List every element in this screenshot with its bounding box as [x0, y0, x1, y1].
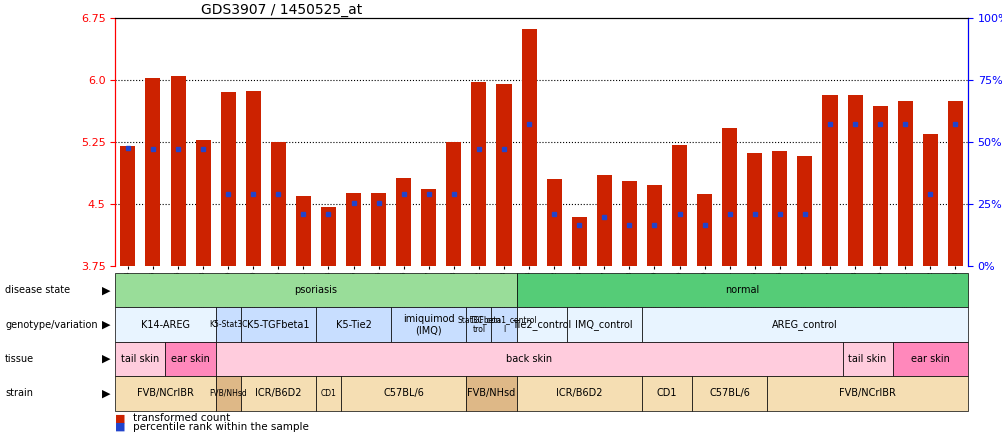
Text: C57BL/6: C57BL/6 — [383, 388, 424, 399]
Text: transformed count: transformed count — [133, 413, 230, 423]
Bar — [947, 101, 962, 266]
Text: Tie2_control: Tie2_control — [511, 319, 571, 330]
Bar — [621, 181, 636, 266]
Bar — [471, 83, 486, 266]
Text: Stat3C_con
trol: Stat3C_con trol — [457, 315, 500, 334]
Text: ▶: ▶ — [102, 388, 110, 399]
Text: K5-Tie2: K5-Tie2 — [336, 320, 371, 330]
Text: IMQ_control: IMQ_control — [575, 319, 632, 330]
Bar — [271, 142, 286, 266]
Bar — [721, 128, 736, 266]
Text: ▶: ▶ — [102, 320, 110, 330]
Text: K5-TGFbeta1: K5-TGFbeta1 — [246, 320, 310, 330]
Bar — [496, 84, 511, 266]
Text: strain: strain — [5, 388, 33, 399]
Text: K5-Stat3C: K5-Stat3C — [208, 320, 247, 329]
Text: normal: normal — [724, 285, 759, 295]
Text: ▶: ▶ — [102, 354, 110, 364]
Text: CD1: CD1 — [656, 388, 676, 399]
Text: C57BL/6: C57BL/6 — [708, 388, 749, 399]
Text: tail skin: tail skin — [121, 354, 159, 364]
Text: TGFbeta1_control
l: TGFbeta1_control l — [470, 315, 537, 334]
Text: FVB/NCrIBR: FVB/NCrIBR — [839, 388, 895, 399]
Bar — [922, 134, 937, 266]
Bar — [746, 153, 762, 266]
Bar — [145, 78, 160, 266]
Text: disease state: disease state — [5, 285, 70, 295]
Text: back skin: back skin — [506, 354, 551, 364]
Text: percentile rank within the sample: percentile rank within the sample — [133, 422, 309, 432]
Bar — [646, 185, 661, 266]
Text: genotype/variation: genotype/variation — [5, 320, 97, 330]
Text: ear skin: ear skin — [171, 354, 209, 364]
Bar — [245, 91, 261, 266]
Text: ICR/B6D2: ICR/B6D2 — [255, 388, 302, 399]
Bar — [446, 142, 461, 266]
Text: ▶: ▶ — [102, 285, 110, 295]
Bar — [321, 207, 336, 266]
Bar — [120, 146, 135, 266]
Bar — [847, 95, 862, 266]
Text: GDS3907 / 1450525_at: GDS3907 / 1450525_at — [200, 3, 362, 17]
Bar — [371, 194, 386, 266]
Bar — [872, 107, 887, 266]
Text: tail skin: tail skin — [848, 354, 886, 364]
Bar — [696, 194, 711, 266]
Bar — [671, 145, 686, 266]
Bar — [822, 95, 837, 266]
Bar — [772, 151, 787, 266]
Bar — [521, 28, 536, 266]
Bar — [546, 179, 561, 266]
Text: K14-AREG: K14-AREG — [141, 320, 189, 330]
Text: imiquimod
(IMQ): imiquimod (IMQ) — [403, 314, 454, 336]
Bar — [421, 189, 436, 266]
Text: FVB/NHsd: FVB/NHsd — [467, 388, 515, 399]
Text: FVB/NHsd: FVB/NHsd — [209, 389, 246, 398]
Bar — [396, 178, 411, 266]
Bar — [170, 76, 185, 266]
Text: ICR/B6D2: ICR/B6D2 — [555, 388, 602, 399]
Bar — [897, 101, 912, 266]
Text: tissue: tissue — [5, 354, 34, 364]
Text: FVB/NCrIBR: FVB/NCrIBR — [137, 388, 193, 399]
Text: AREG_control: AREG_control — [772, 319, 837, 330]
Bar — [296, 196, 311, 266]
Bar — [195, 139, 210, 266]
Text: ■: ■ — [115, 422, 125, 432]
Text: psoriasis: psoriasis — [295, 285, 337, 295]
Bar — [571, 217, 586, 266]
Text: ear skin: ear skin — [910, 354, 949, 364]
Bar — [596, 175, 611, 266]
Text: CD1: CD1 — [321, 389, 336, 398]
Bar — [346, 194, 361, 266]
Bar — [797, 156, 812, 266]
Text: ■: ■ — [115, 413, 125, 423]
Bar — [220, 92, 235, 266]
